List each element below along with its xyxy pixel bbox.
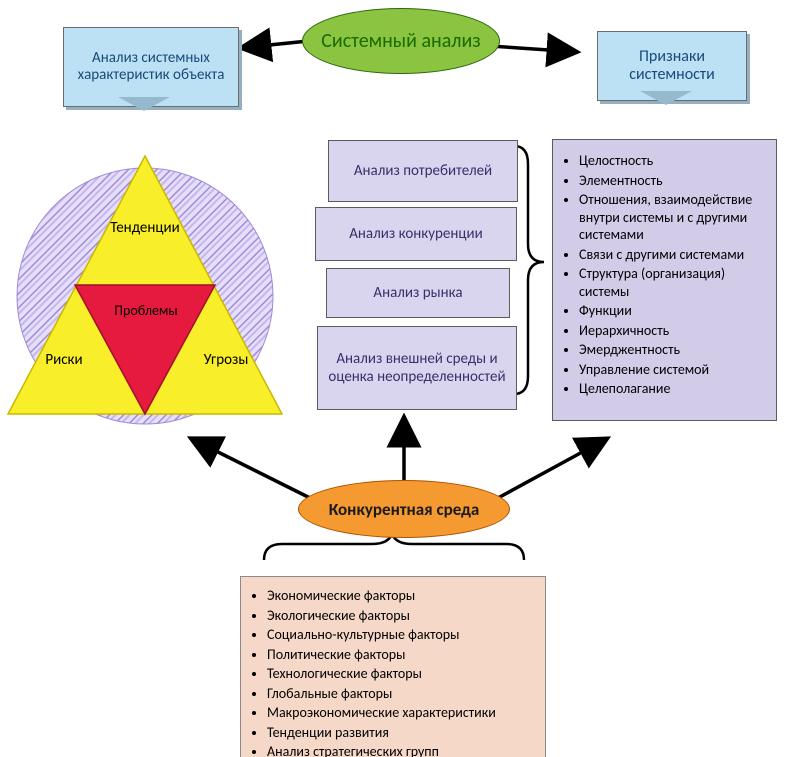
list-item: Функции: [579, 302, 768, 320]
list-item: Технологические факторы: [267, 665, 535, 683]
list-item: Тенденции развития: [267, 724, 535, 742]
title-ellipse: Системный анализ: [302, 8, 500, 74]
bottom-bullet-list: Экономические факторы Экологические факт…: [241, 587, 535, 757]
list-item: Социально-культурные факторы: [267, 626, 535, 644]
list-item: Экологические факторы: [267, 607, 535, 625]
triangle-label-top: Тенденции: [95, 218, 195, 238]
bottom-bullet-panel: Экономические факторы Экологические факт…: [240, 576, 546, 757]
chevron-down-icon: [118, 97, 170, 111]
triangle-label-right: Угрозы: [186, 350, 266, 370]
title-text: Системный анализ: [321, 29, 481, 53]
list-item: Элементность: [579, 172, 768, 190]
list-item: Макроэкономические характеристики: [267, 704, 535, 722]
analysis-box: Анализ рынка: [326, 268, 510, 318]
analysis-box: Анализ внешней среды и оценка неопределе…: [317, 326, 517, 410]
list-item: Связи с другими системами: [579, 246, 768, 264]
left-header-box: Анализ системных характеристик объекта: [63, 27, 239, 107]
list-item: Отношения, взаимодействие внутри системы…: [579, 191, 768, 244]
outer-triangle: [8, 156, 282, 414]
list-item: Иерархичность: [579, 322, 768, 340]
right-bullet-list: Целостность Элементность Отношения, взаи…: [553, 152, 768, 398]
list-item: Анализ стратегических групп: [267, 743, 535, 757]
analysis-box: Анализ конкуренции: [315, 207, 517, 261]
list-item: Целеполагание: [579, 380, 768, 398]
brace-icon: [514, 146, 544, 394]
list-item: Эмерджентность: [579, 341, 768, 359]
list-item: Экономические факторы: [267, 587, 535, 605]
triangle-label-left: Риски: [24, 350, 104, 370]
analysis-box: Анализ потребителей: [328, 140, 518, 202]
orange-ellipse-text: Конкурентная среда: [329, 499, 480, 520]
orange-ellipse: Конкурентная среда: [298, 480, 510, 538]
list-item: Управление системой: [579, 361, 768, 379]
list-item: Политические факторы: [267, 646, 535, 664]
list-item: Целостность: [579, 152, 768, 170]
right-bullet-panel: Целостность Элементность Отношения, взаи…: [552, 139, 777, 421]
inner-triangle-label: Проблемы: [98, 300, 194, 320]
chevron-down-icon: [640, 91, 692, 105]
triangle-backdrop-circle: [17, 168, 273, 424]
right-header-text: Признаки системности: [606, 48, 738, 85]
list-item: Глобальные факторы: [267, 685, 535, 703]
left-header-text: Анализ системных характеристик объекта: [72, 50, 230, 85]
list-item: Структура (организация) системы: [579, 265, 768, 300]
